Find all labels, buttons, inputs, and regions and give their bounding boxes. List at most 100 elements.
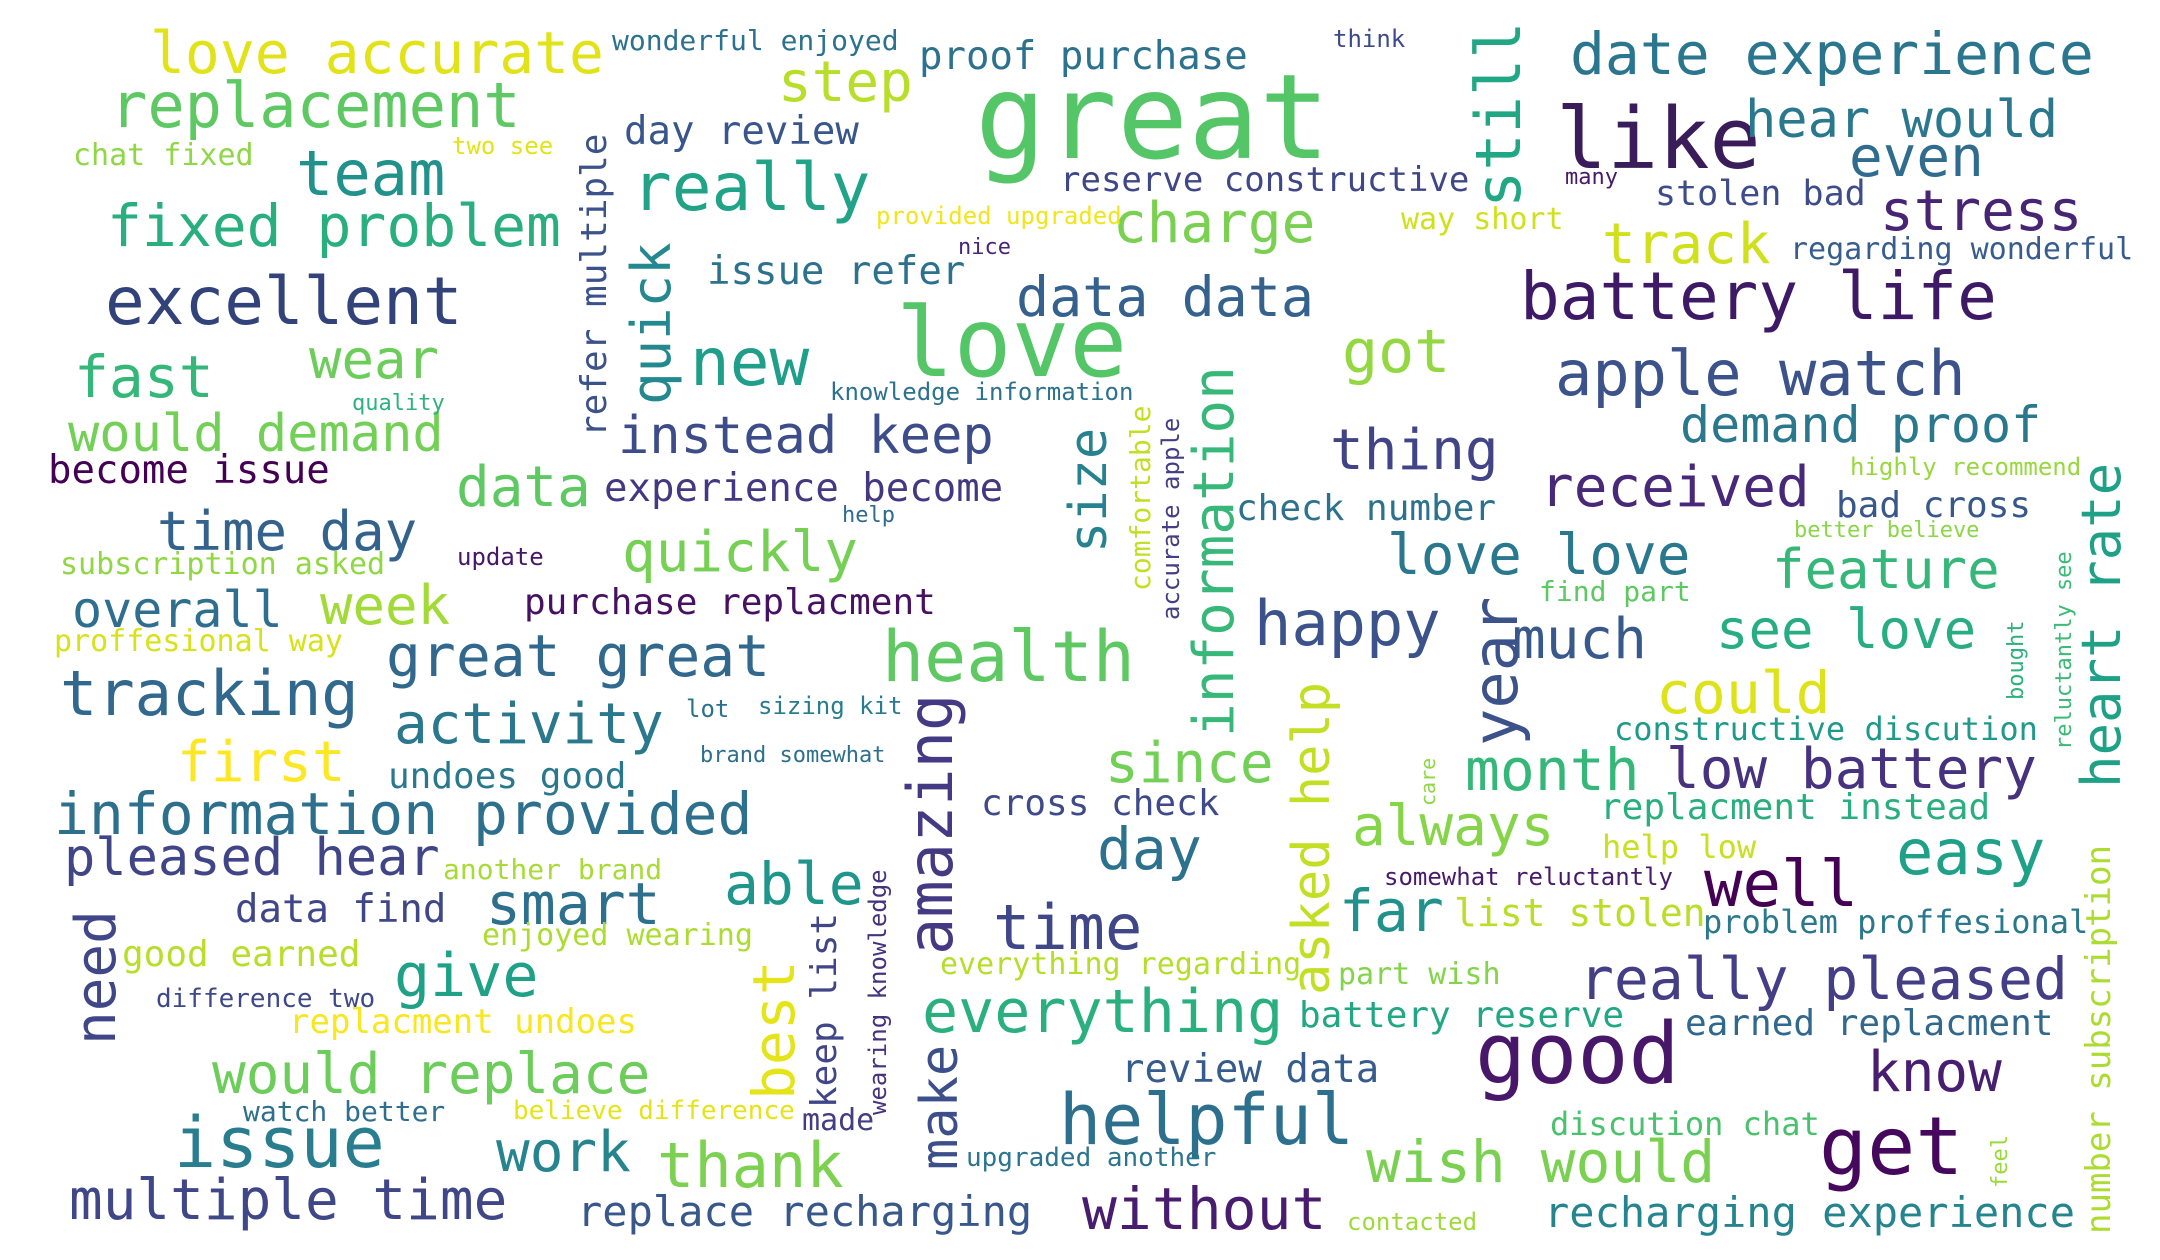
word-quickly: quickly xyxy=(622,520,859,585)
word-apple-watch: apple watch xyxy=(1555,337,1966,410)
word-stolen-bad: stolen bad xyxy=(1655,174,1866,214)
word-low-battery: low battery xyxy=(1666,737,2037,802)
word-reluctantly-see: reluctantly see xyxy=(2052,551,2077,750)
word-step: step xyxy=(778,50,913,115)
word-good: good xyxy=(1475,1005,1680,1104)
word-quick: quick xyxy=(620,242,683,405)
word-well: well xyxy=(1704,848,1859,922)
word-recharging-experience: recharging experience xyxy=(1544,1188,2076,1237)
word-replace-recharging: replace recharging xyxy=(577,1187,1033,1236)
word-data-data: data data xyxy=(1016,265,1315,329)
word-check-number: check number xyxy=(1236,488,1497,529)
word-still: still xyxy=(1462,21,1535,208)
word-make: make xyxy=(910,1044,970,1170)
word-become-issue: become issue xyxy=(48,448,330,493)
word-data: data xyxy=(456,455,591,520)
word-wear: wear xyxy=(309,328,440,391)
word-always: always xyxy=(1352,794,1555,859)
word-helpful: helpful xyxy=(1059,1079,1355,1161)
word-received: received xyxy=(1540,455,1810,520)
word-earned-replacment: earned replacment xyxy=(1685,1003,2054,1044)
word-month: month xyxy=(1465,736,1640,804)
word-proof-purchase: proof purchase xyxy=(919,34,1248,79)
word-undoes-good: undoes good xyxy=(388,756,627,797)
word-issue: issue xyxy=(174,1102,385,1184)
word-accurate-apple: accurate apple xyxy=(1157,417,1185,620)
word-bought: bought xyxy=(2004,620,2029,700)
word-subscription-asked: subscription asked xyxy=(60,547,386,582)
word-sizing-kit: sizing kit xyxy=(758,692,903,720)
word-without: without xyxy=(1082,1175,1327,1243)
word-experience-become: experience become xyxy=(604,466,1004,511)
word-help-low: help low xyxy=(1602,828,1757,866)
word-day-review: day review xyxy=(624,109,859,154)
word-able: able xyxy=(724,850,864,918)
word-feel: feel xyxy=(1988,1135,2013,1188)
word-give: give xyxy=(394,941,539,1011)
word-bad-cross: bad cross xyxy=(1836,485,2032,526)
word-time-day: time day xyxy=(157,500,418,563)
word-wish-would: wish would xyxy=(1366,1128,1716,1196)
word-fast: fast xyxy=(74,343,214,411)
word-since: since xyxy=(1105,731,1274,796)
word-two-see: two see xyxy=(452,132,554,160)
word-much: much xyxy=(1512,607,1647,672)
word-constructive-discution: constructive discution xyxy=(1614,710,2038,748)
word-know: know xyxy=(1867,1040,2002,1105)
word-highly-recommend: highly recommend xyxy=(1850,453,2082,481)
word-got: got xyxy=(1342,317,1451,387)
word-proffesional-way: proffesional way xyxy=(54,624,343,659)
word-even: even xyxy=(1849,125,1984,190)
word-discution-chat: discution chat xyxy=(1550,1105,1820,1143)
word-list-stolen: list stolen xyxy=(1454,891,1706,935)
word-contacted: contacted xyxy=(1347,1208,1478,1236)
word-issue-refer: issue refer xyxy=(707,249,966,294)
word-knowledge-information: knowledge information xyxy=(830,378,1134,406)
word-care: care xyxy=(1416,757,1440,806)
word-new: new xyxy=(690,324,810,401)
word-battery-life: battery life xyxy=(1520,258,1997,335)
word-great: great xyxy=(975,48,1331,186)
word-everything-regarding: everything regarding xyxy=(940,947,1302,982)
word-quality: quality xyxy=(352,391,445,416)
word-team: team xyxy=(296,137,446,210)
word-wearing-knowledge: wearing knowledge xyxy=(864,869,892,1115)
word-update: update xyxy=(457,543,544,571)
word-find-part: find part xyxy=(1539,575,1691,608)
word-everything: everything xyxy=(922,977,1284,1047)
word-work: work xyxy=(496,1120,631,1185)
word-nice: nice xyxy=(958,235,1011,260)
word-provided-upgraded: provided upgraded xyxy=(876,202,1122,230)
word-far: far xyxy=(1339,877,1444,945)
word-keep-list: keep list xyxy=(804,912,845,1108)
word-easy: easy xyxy=(1896,816,2046,889)
word-would-replace: would replace xyxy=(212,1042,651,1107)
word-part-wish: part wish xyxy=(1338,957,1501,992)
word-regarding-wonderful: regarding wonderful xyxy=(1790,232,2134,267)
word-wonderful-enjoyed: wonderful enjoyed xyxy=(612,24,899,57)
word-track: track xyxy=(1602,212,1771,277)
word-love: love xyxy=(896,287,1128,399)
word-believe-difference: believe difference xyxy=(513,1096,795,1126)
word-better-believe: better believe xyxy=(1794,518,1980,543)
word-love-love: love love xyxy=(1387,523,1691,588)
word-smart: smart xyxy=(486,870,661,938)
word-tracking: tracking xyxy=(60,657,359,730)
word-comfortable: comfortable xyxy=(1124,405,1157,591)
word-way-short: way short xyxy=(1401,202,1564,237)
word-love-accurate: love accurate xyxy=(150,19,604,87)
word-date-experience: date experience xyxy=(1570,20,2094,88)
word-good-earned: good earned xyxy=(122,934,361,975)
word-instead-keep: instead keep xyxy=(618,406,994,466)
word-thank: thank xyxy=(657,1129,844,1202)
word-data-find: data find xyxy=(235,887,447,932)
word-watch-better: watch better xyxy=(243,1095,446,1128)
word-made: made xyxy=(802,1103,875,1138)
word-really-pleased: really pleased xyxy=(1579,945,2068,1013)
word-great-great: great great xyxy=(386,622,771,690)
word-reserve-constructive: reserve constructive xyxy=(1060,160,1470,200)
word-brand-somewhat: brand somewhat xyxy=(700,743,886,768)
word-stress: stress xyxy=(1880,179,2083,244)
word-lot: lot xyxy=(686,695,730,723)
